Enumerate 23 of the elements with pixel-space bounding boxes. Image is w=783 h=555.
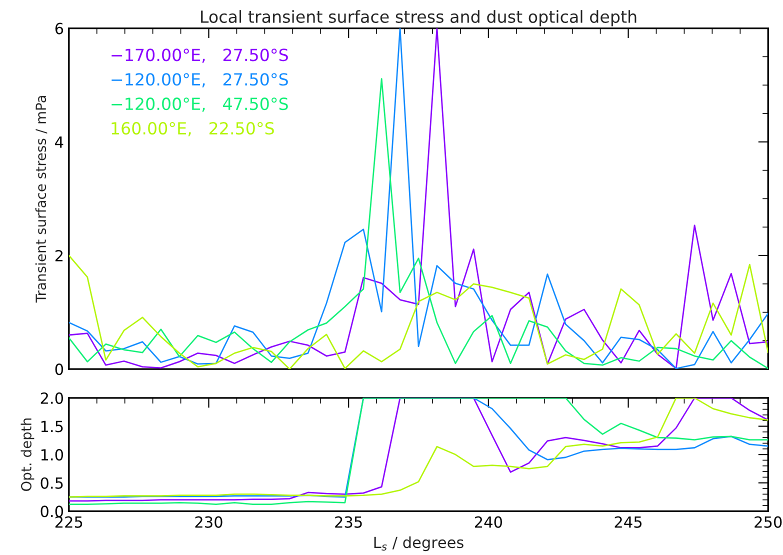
y-axis-title: Opt. depth bbox=[20, 418, 34, 491]
y-tick-label: 4 bbox=[55, 136, 64, 148]
text: −120.00°E, 27.50°S bbox=[112, 73, 288, 88]
y-tick-label: 6 bbox=[55, 22, 64, 34]
x-tick-label: 240 bbox=[474, 516, 502, 528]
y-tick-label: 0.5 bbox=[40, 477, 63, 489]
y-tick-label: 2 bbox=[55, 250, 63, 262]
x-tick-label: 245 bbox=[614, 516, 642, 528]
y-tick-label: 1.0 bbox=[41, 449, 64, 461]
y-tick-label: 0.0 bbox=[40, 506, 64, 518]
x-tick-label: 235 bbox=[335, 516, 362, 528]
x-tick-label: 250 bbox=[754, 516, 782, 528]
chart-title: Local transient surface stress and dust optical depth bbox=[201, 10, 636, 26]
text: −170.00°E, 27.50°S bbox=[112, 48, 288, 63]
x-axis-title: L$_{s}$ / degrees bbox=[374, 536, 464, 552]
x-tick-label: 230 bbox=[195, 516, 222, 528]
text: −120.00°E, 47.50°S bbox=[112, 98, 288, 112]
y-tick-label: 1.5 bbox=[41, 420, 63, 432]
y-axis-title: Transient surface stress / mPa bbox=[35, 96, 48, 303]
y-tick-label: 2.0 bbox=[40, 392, 64, 404]
y-tick-label: 0 bbox=[55, 364, 64, 376]
text: 160.00°E, 22.50°S bbox=[112, 122, 274, 136]
x-tick-label: 225 bbox=[55, 516, 82, 528]
